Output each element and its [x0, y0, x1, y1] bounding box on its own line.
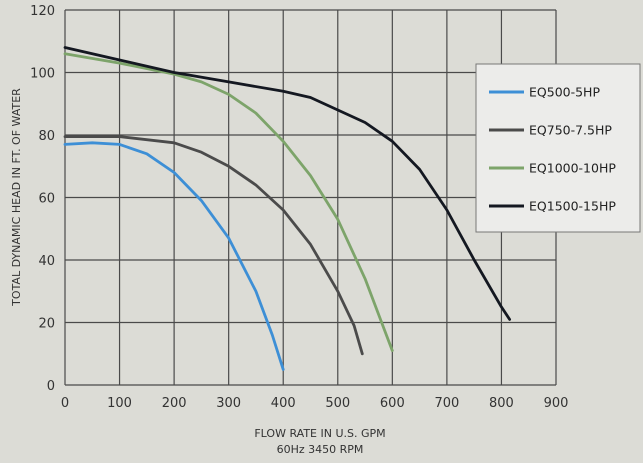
legend-label: EQ1500-15HP: [529, 199, 616, 214]
x-axis-subtitle: 60Hz 3450 RPM: [277, 443, 364, 456]
x-tick-label: 200: [162, 396, 187, 411]
y-tick-label: 20: [38, 317, 55, 332]
y-tick-label: 40: [38, 254, 55, 269]
series-line-eq1000-10hp: [63, 52, 394, 353]
y-tick-label: 0: [47, 379, 55, 394]
x-tick-label: 0: [61, 396, 69, 411]
x-tick-labels: 0 100 200 300 400 500 600 700 800 900: [61, 396, 569, 411]
x-tick-label: 100: [107, 396, 132, 411]
y-tick-label: 60: [38, 192, 55, 207]
x-tick-label: 300: [216, 396, 241, 411]
x-tick-label: 400: [271, 396, 296, 411]
x-tick-label: 600: [380, 396, 405, 411]
series-line-eq1500-15hp: [63, 46, 512, 321]
x-tick-label: 700: [434, 396, 459, 411]
x-axis-title: FLOW RATE IN U.S. GPM: [254, 427, 385, 440]
series-line-eq500-5hp: [63, 141, 285, 371]
y-tick-label: 80: [38, 129, 55, 144]
y-tick-label: 120: [30, 4, 55, 19]
legend-label: EQ1000-10HP: [529, 161, 616, 176]
x-tick-label: 800: [489, 396, 514, 411]
series-lines: [63, 46, 512, 371]
legend: EQ500-5HP EQ750-7.5HP EQ1000-10HP EQ1500-15…: [475, 63, 641, 233]
y-tick-label: 100: [30, 67, 55, 82]
x-tick-label: 900: [544, 396, 569, 411]
x-tick-label: 500: [325, 396, 350, 411]
legend-label: EQ750-7.5HP: [529, 123, 612, 138]
legend-label: EQ500-5HP: [529, 85, 600, 100]
series-line-eq750-7-5hp: [63, 135, 364, 356]
y-tick-labels: 0 20 40 60 80 100 120: [30, 4, 55, 394]
y-axis-title: TOTAL DYNAMIC HEAD IN FT. OF WATER: [10, 88, 23, 307]
